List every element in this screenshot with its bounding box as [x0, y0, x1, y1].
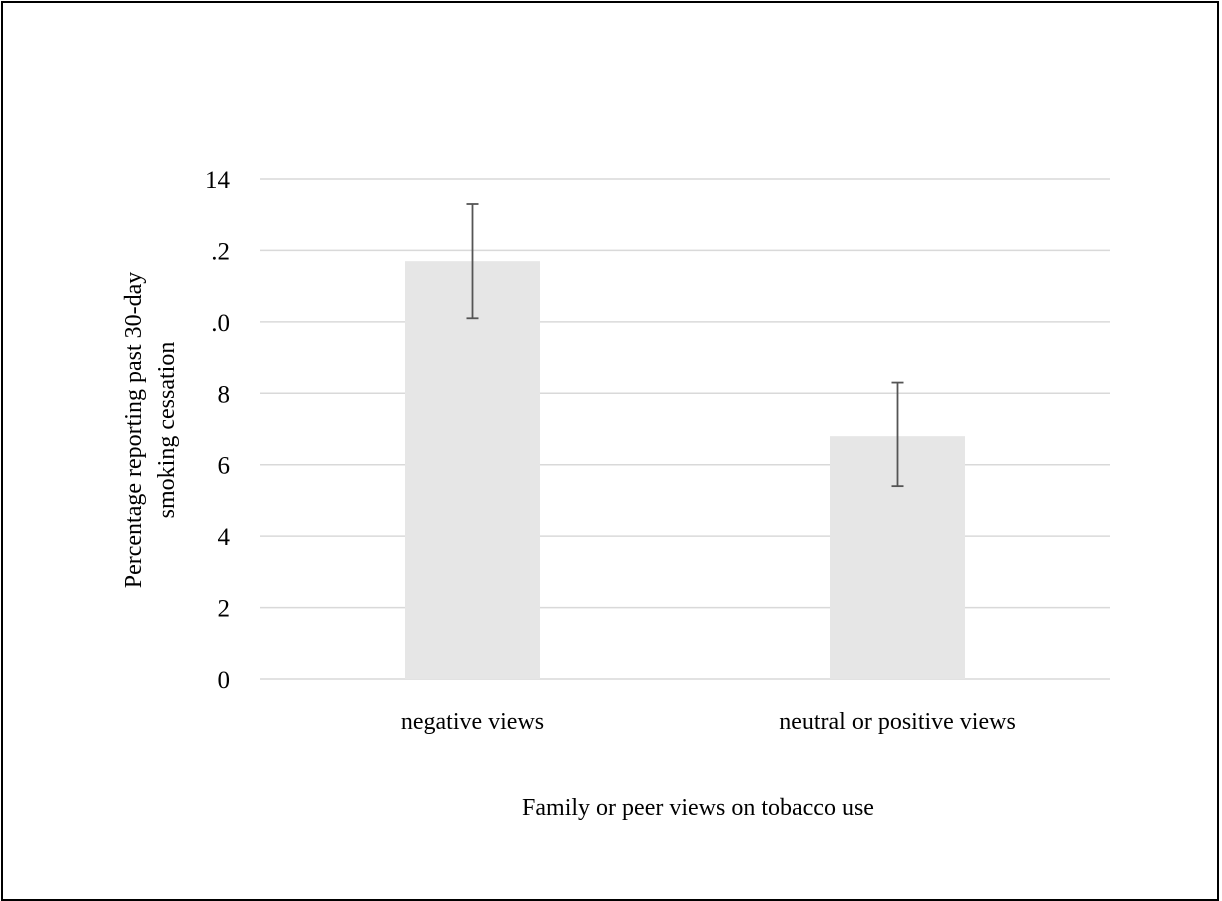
y-tick-label: 8 — [218, 381, 231, 408]
x-axis-title: Family or peer views on tobacco use — [522, 795, 874, 821]
y-axis-ticks: 0 2 4 6 8 .0 .2 14 — [205, 167, 231, 694]
y-tick-label: 14 — [205, 167, 231, 194]
error-bars — [466, 203, 904, 488]
y-tick-label: 6 — [218, 453, 231, 480]
x-category-label: negative views — [401, 709, 544, 735]
x-category-label: neutral or positive views — [779, 709, 1016, 735]
y-tick-label: .2 — [211, 238, 230, 265]
bar — [405, 261, 540, 679]
error-bar — [891, 381, 904, 488]
x-axis-categories: negative views neutral or positive views — [401, 709, 1016, 735]
y-axis-title-line-2: smoking cessation — [154, 342, 180, 519]
y-tick-label: .0 — [211, 310, 230, 337]
y-tick-label: 4 — [218, 524, 231, 551]
gridlines — [260, 178, 1110, 680]
y-tick-label: 2 — [218, 596, 231, 623]
y-tick-label: 0 — [218, 667, 231, 694]
bars — [405, 261, 965, 679]
error-bar — [466, 203, 479, 320]
y-axis-title-line-1: Percentage reporting past 30-day — [121, 272, 147, 589]
